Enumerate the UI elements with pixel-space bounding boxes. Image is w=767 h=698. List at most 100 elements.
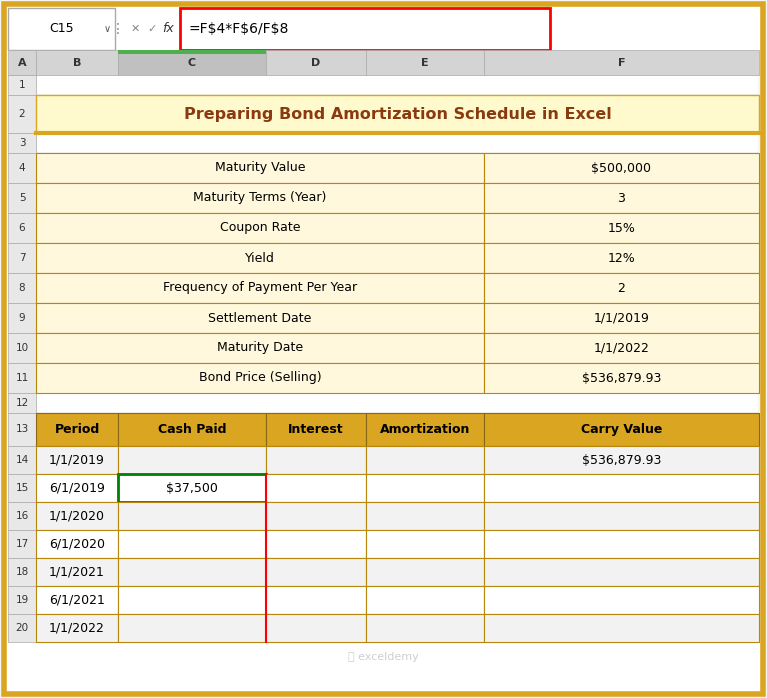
Text: 1/1/2019: 1/1/2019	[594, 311, 650, 325]
Text: 15: 15	[15, 483, 28, 493]
Bar	[8, 363, 36, 393]
Bar	[118, 50, 266, 75]
Bar	[118, 558, 266, 586]
Text: 3: 3	[18, 138, 25, 148]
Text: C: C	[188, 57, 196, 68]
Text: 2: 2	[617, 281, 625, 295]
Bar	[366, 558, 484, 586]
Bar	[36, 183, 484, 213]
Text: ⋮: ⋮	[111, 22, 125, 36]
Text: Maturity Terms (Year): Maturity Terms (Year)	[193, 191, 327, 205]
Text: Yield: Yield	[245, 251, 275, 265]
Text: 20: 20	[15, 623, 28, 633]
Text: 2: 2	[18, 109, 25, 119]
Text: 11: 11	[15, 373, 28, 383]
Bar	[484, 586, 759, 614]
Text: 🔒 exceldemy: 🔒 exceldemy	[348, 652, 419, 662]
Bar	[266, 413, 366, 446]
Text: 1/1/2021: 1/1/2021	[49, 565, 105, 579]
Bar	[36, 614, 118, 642]
Text: Period: Period	[54, 423, 100, 436]
Text: C15: C15	[49, 22, 74, 36]
Bar	[36, 75, 759, 95]
Bar	[366, 502, 484, 530]
Text: 1: 1	[18, 80, 25, 90]
Bar	[366, 614, 484, 642]
Bar	[484, 474, 759, 502]
Bar	[366, 413, 484, 446]
Bar	[36, 95, 759, 133]
Bar	[8, 333, 36, 363]
Bar	[8, 213, 36, 243]
Bar	[266, 446, 366, 474]
Text: Carry Value: Carry Value	[581, 423, 662, 436]
Text: 6/1/2021: 6/1/2021	[49, 593, 105, 607]
Bar	[118, 446, 266, 474]
Bar	[266, 50, 366, 75]
Text: 14: 14	[15, 455, 28, 465]
Bar	[484, 333, 759, 363]
Bar	[8, 446, 36, 474]
Bar	[8, 614, 36, 642]
Bar	[8, 50, 36, 75]
Bar	[36, 446, 118, 474]
Bar	[118, 502, 266, 530]
Bar	[118, 530, 266, 558]
Text: fx: fx	[162, 22, 174, 36]
Text: 6/1/2020: 6/1/2020	[49, 537, 105, 551]
Bar	[36, 153, 484, 183]
Bar	[484, 413, 759, 446]
Text: A: A	[18, 57, 26, 68]
Bar	[484, 558, 759, 586]
Bar	[484, 530, 759, 558]
Text: 13: 13	[15, 424, 28, 434]
Text: 18: 18	[15, 567, 28, 577]
Text: Settlement Date: Settlement Date	[209, 311, 311, 325]
Text: F: F	[617, 57, 625, 68]
Bar	[484, 502, 759, 530]
Text: $37,500: $37,500	[166, 482, 218, 494]
Bar	[8, 502, 36, 530]
Text: 10: 10	[15, 343, 28, 353]
Bar	[484, 213, 759, 243]
Bar	[8, 413, 36, 446]
Bar	[36, 586, 118, 614]
Text: 12: 12	[15, 398, 28, 408]
Bar	[484, 446, 759, 474]
Text: 17: 17	[15, 539, 28, 549]
Bar	[8, 273, 36, 303]
Bar	[366, 586, 484, 614]
Bar	[36, 303, 484, 333]
Bar	[266, 502, 366, 530]
Bar	[8, 8, 115, 50]
Text: 1/1/2022: 1/1/2022	[49, 621, 105, 634]
Bar	[8, 393, 36, 413]
Bar	[36, 243, 484, 273]
Text: Frequency of Payment Per Year: Frequency of Payment Per Year	[163, 281, 357, 295]
Text: B: B	[73, 57, 81, 68]
Bar	[36, 558, 118, 586]
Bar	[266, 530, 366, 558]
Bar	[366, 50, 484, 75]
Text: ✓: ✓	[147, 24, 156, 34]
Bar	[36, 393, 759, 413]
Text: 1/1/2019: 1/1/2019	[49, 454, 105, 466]
Bar	[36, 363, 484, 393]
Bar	[8, 75, 36, 95]
Text: E: E	[421, 57, 429, 68]
Bar	[484, 614, 759, 642]
Bar	[36, 50, 118, 75]
Text: 8: 8	[18, 283, 25, 293]
Bar	[8, 95, 36, 133]
Bar	[366, 530, 484, 558]
Bar	[118, 50, 266, 54]
Text: Preparing Bond Amortization Schedule in Excel: Preparing Bond Amortization Schedule in …	[183, 107, 611, 121]
Bar	[366, 446, 484, 474]
Bar	[266, 614, 366, 642]
Bar	[8, 530, 36, 558]
Bar	[8, 474, 36, 502]
Text: 19: 19	[15, 595, 28, 605]
Text: 1/1/2022: 1/1/2022	[594, 341, 650, 355]
Bar	[8, 133, 36, 153]
Bar	[36, 502, 118, 530]
